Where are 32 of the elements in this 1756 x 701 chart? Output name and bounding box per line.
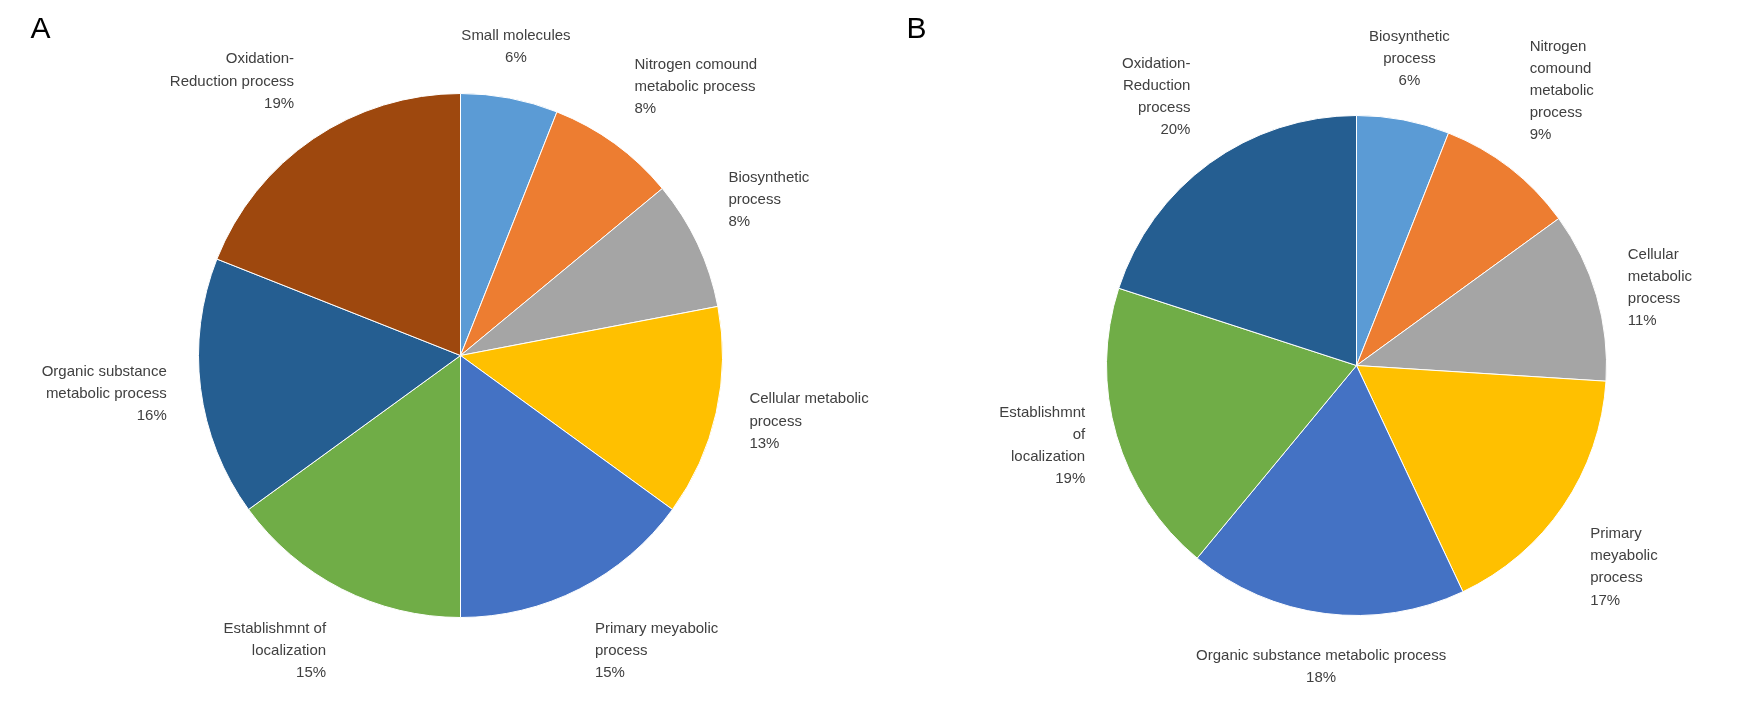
slice-label: Establishmnt of localization bbox=[223, 619, 327, 659]
slice-label: Primary meyabolic process bbox=[1590, 524, 1659, 586]
data-label: 20% bbox=[1160, 119, 1191, 137]
data-label: 17% bbox=[1590, 590, 1621, 608]
data-label: 18% bbox=[1306, 667, 1337, 685]
data-label: 8% bbox=[728, 212, 751, 230]
slice-label: Cellular metabolic process bbox=[1627, 245, 1693, 307]
data-label: 6% bbox=[505, 47, 527, 65]
slice-label: Nitrogen comound metabolic process bbox=[1529, 36, 1595, 121]
data-label: 9% bbox=[1529, 125, 1552, 143]
chart-title: B bbox=[906, 10, 927, 44]
slice-label: Small molecules bbox=[461, 25, 571, 43]
slice-label: Biosynthetic process bbox=[1369, 26, 1451, 66]
slice-label: Biosynthetic process bbox=[728, 168, 810, 208]
data-label: 6% bbox=[1398, 71, 1421, 88]
slice-label: Cellular metabolic process bbox=[749, 389, 870, 429]
data-label: 13% bbox=[749, 433, 780, 451]
slice-label: Organic substance metabolic process bbox=[41, 362, 167, 402]
slice-label: Organic substance metabolic process bbox=[1196, 645, 1447, 663]
chart-title: A bbox=[30, 10, 51, 44]
data-label: 19% bbox=[264, 93, 295, 111]
data-label: 19% bbox=[1055, 468, 1086, 486]
data-label: 15% bbox=[296, 663, 327, 681]
slice-label: Oxidation- Reduction process bbox=[1122, 53, 1191, 115]
data-label: 16% bbox=[136, 406, 167, 424]
data-label: 15% bbox=[594, 663, 625, 681]
slice-label: Primary meyabolic process bbox=[594, 619, 719, 659]
slice-label: Establishmnt of localization bbox=[999, 402, 1087, 464]
slice-label: Nitrogen comound metabolic process bbox=[634, 54, 758, 94]
data-label: 11% bbox=[1627, 311, 1657, 329]
slice-label: Oxidation- Reduction process bbox=[169, 49, 295, 89]
data-label: 8% bbox=[634, 98, 657, 116]
